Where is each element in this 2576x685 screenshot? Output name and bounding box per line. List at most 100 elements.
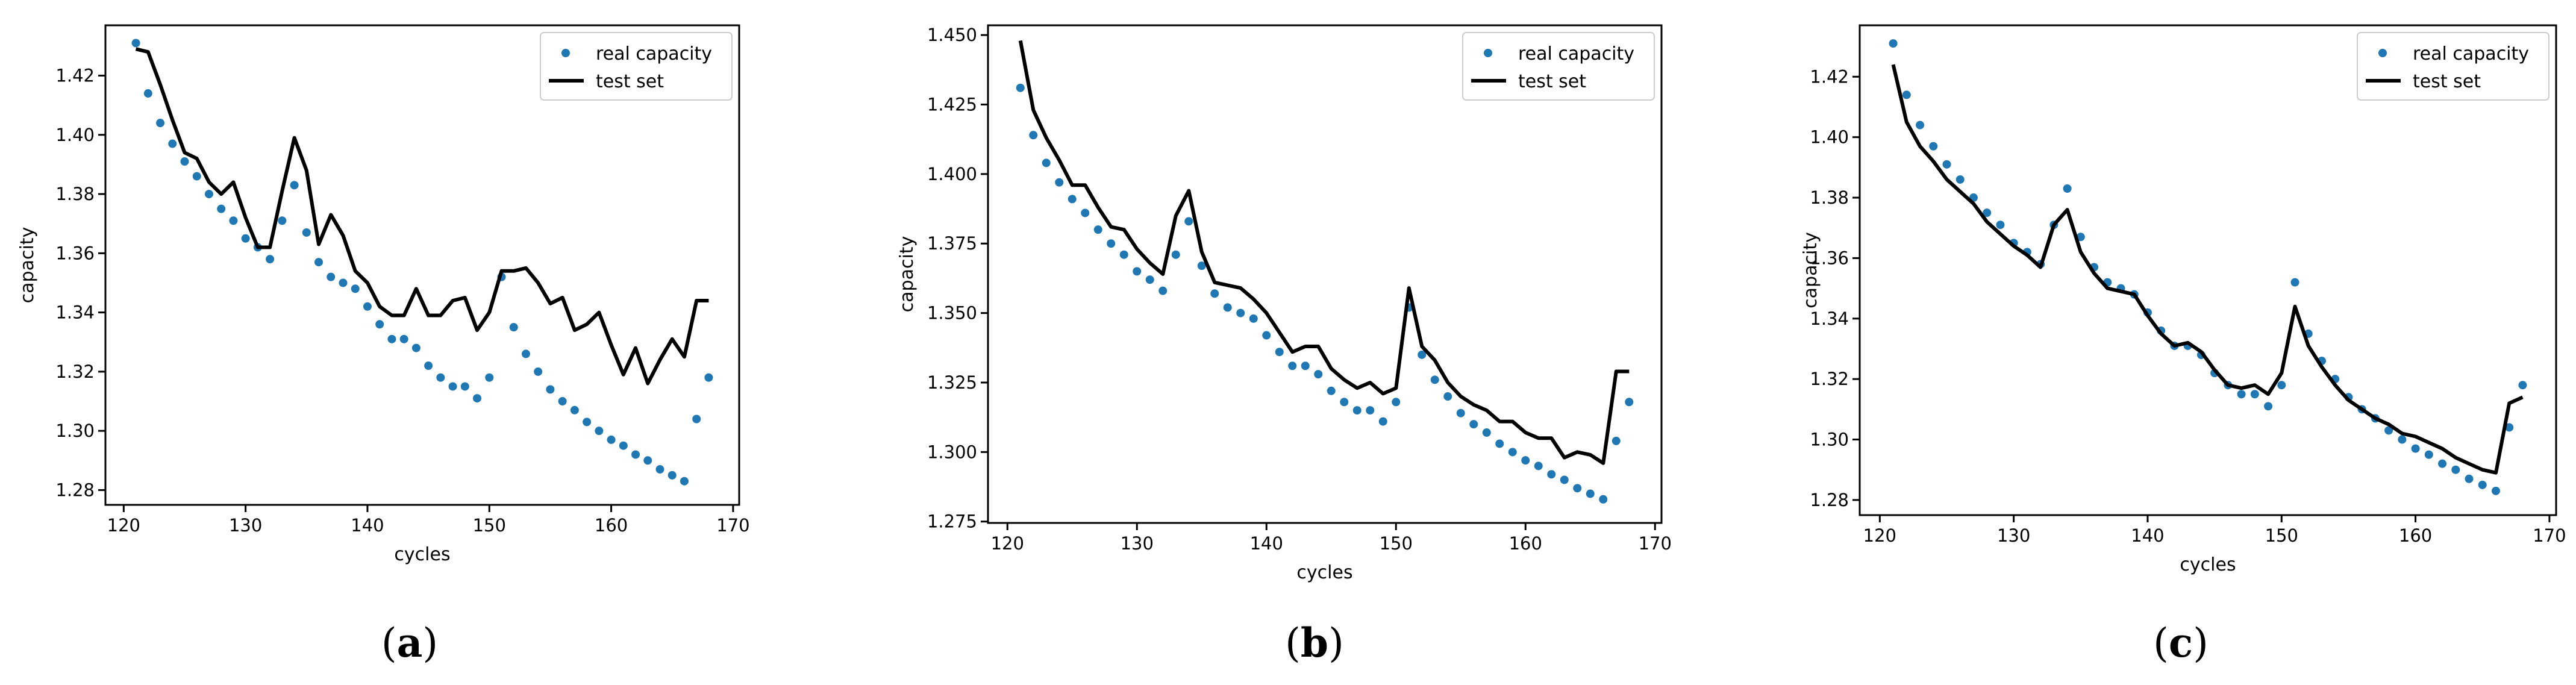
data-point <box>619 441 628 450</box>
legend-label-test-set: test set <box>2413 71 2481 92</box>
x-tick-label: 160 <box>2399 525 2432 546</box>
data-point <box>1262 331 1271 340</box>
y-tick-label: 1.325 <box>927 372 977 393</box>
data-point <box>1236 308 1245 317</box>
data-point <box>1599 495 1608 504</box>
data-point <box>302 228 311 237</box>
x-tick-label: 120 <box>991 533 1024 554</box>
data-point <box>1469 420 1478 429</box>
data-point <box>1340 398 1349 407</box>
data-point <box>1352 406 1361 415</box>
data-point <box>2491 486 2500 495</box>
data-point <box>1942 160 1951 169</box>
x-axis-title: cycles <box>2180 554 2236 575</box>
data-point <box>1547 470 1556 479</box>
data-point <box>1275 348 1284 357</box>
x-axis-title: cycles <box>394 544 450 565</box>
data-point <box>363 302 372 311</box>
plot-frame <box>1859 24 2557 516</box>
data-point <box>1612 436 1621 445</box>
data-point <box>1560 475 1569 484</box>
data-point <box>485 373 494 382</box>
data-point <box>473 394 482 403</box>
data-point <box>1055 178 1064 187</box>
data-point <box>1107 239 1116 248</box>
data-point <box>327 272 336 281</box>
legend-box <box>1462 32 1655 101</box>
data-point <box>2384 426 2393 435</box>
data-point <box>2438 459 2447 468</box>
data-point <box>1093 225 1102 234</box>
data-point <box>2237 390 2246 399</box>
data-point <box>1902 90 1911 99</box>
legend-dot-marker <box>1484 49 1492 57</box>
legend-label-real-capacity: real capacity <box>1518 43 1634 64</box>
data-point <box>546 385 555 394</box>
y-tick-label: 1.34 <box>1810 308 1849 329</box>
data-point <box>1223 303 1232 312</box>
y-tick-label: 1.350 <box>927 303 977 324</box>
data-point <box>192 172 201 181</box>
data-point <box>180 157 189 166</box>
data-point <box>1029 131 1038 140</box>
x-tick-label: 160 <box>595 515 628 536</box>
data-point <box>534 367 543 376</box>
chart-panel-a: 120 130 140 150 160 170 1.28 1.30 1.32 1.34 1.36 1.… <box>17 24 750 666</box>
x-tick-label: 140 <box>1250 533 1283 554</box>
data-point <box>607 435 616 444</box>
y-tick-label: 1.30 <box>55 421 95 441</box>
y-tick-label: 1.42 <box>55 66 95 86</box>
data-point <box>290 181 299 190</box>
y-tick-label: 1.300 <box>927 442 977 462</box>
data-point <box>631 450 640 459</box>
data-point <box>143 89 152 98</box>
data-point <box>1249 314 1258 323</box>
y-tick-label: 1.32 <box>55 361 95 382</box>
data-point <box>2076 233 2085 242</box>
data-point <box>2424 450 2433 459</box>
data-point <box>375 320 384 329</box>
data-point <box>131 39 140 48</box>
data-point <box>1889 39 1898 48</box>
y-tick-label: 1.450 <box>927 25 977 45</box>
x-tick-label: 150 <box>2265 525 2298 546</box>
y-tick-label: 1.40 <box>1810 127 1849 148</box>
data-point <box>2505 423 2514 432</box>
panel-letter: b <box>1301 619 1328 666</box>
x-tick-label: 130 <box>229 515 262 536</box>
panel-label: (a) <box>381 619 438 666</box>
data-point <box>229 216 238 225</box>
data-point <box>1573 484 1582 493</box>
data-point <box>595 427 604 436</box>
data-point <box>1327 386 1336 395</box>
data-point <box>558 397 567 406</box>
data-point <box>1184 217 1193 226</box>
data-point <box>1508 448 1517 457</box>
data-point <box>399 334 408 343</box>
data-point <box>1081 208 1090 217</box>
data-point <box>1955 175 1965 184</box>
data-point <box>1133 267 1142 276</box>
x-tick-label: 150 <box>1380 533 1413 554</box>
data-point <box>1314 370 1323 379</box>
data-point <box>241 234 250 243</box>
series-line-test-set <box>1891 64 2524 475</box>
data-point <box>2063 184 2072 193</box>
data-point <box>1983 208 1992 217</box>
data-point <box>1482 428 1491 437</box>
data-point <box>1042 158 1051 167</box>
legend-dot-marker <box>2378 49 2387 57</box>
plot-frame <box>987 24 1663 524</box>
data-point <box>2277 381 2286 390</box>
data-point <box>1068 195 1077 204</box>
data-point <box>204 190 213 199</box>
series-line-test-set <box>135 47 709 386</box>
data-point <box>1586 489 1595 498</box>
data-point <box>1443 392 1452 401</box>
data-point <box>1197 261 1206 271</box>
panel-letter: a <box>397 619 423 666</box>
data-point <box>1418 350 1427 359</box>
series-line-test-set <box>1018 40 1630 465</box>
y-axis-title: capacity <box>896 236 918 313</box>
